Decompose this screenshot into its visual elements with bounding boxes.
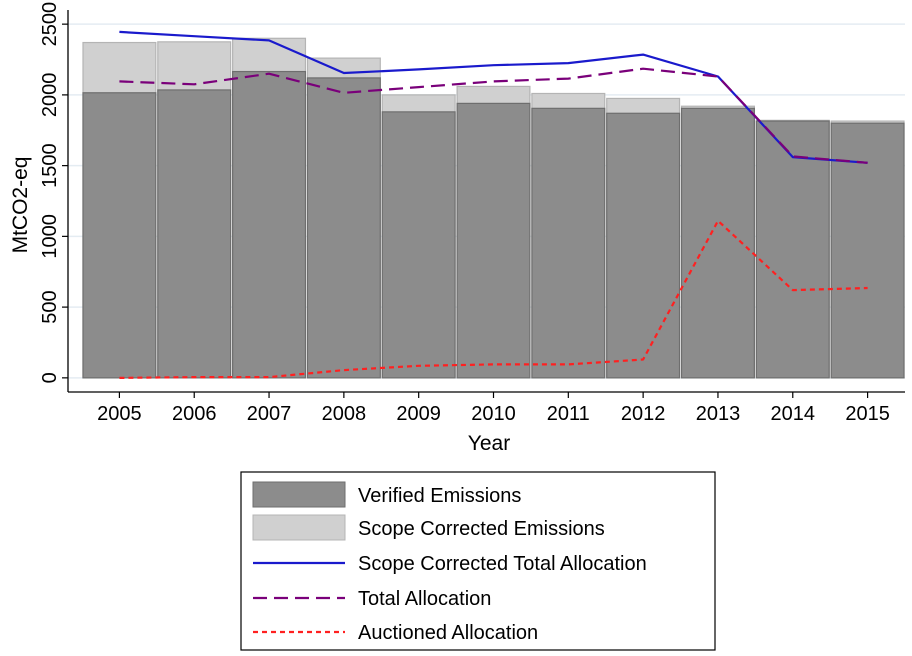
x-tick-label: 2005	[97, 403, 142, 425]
x-tick-label: 2014	[771, 403, 816, 425]
y-axis-title: MtCO2-eq	[9, 157, 32, 254]
x-tick-label: 2007	[247, 403, 292, 425]
legend-label-auctioned-allocation: Auctioned Allocation	[358, 622, 538, 644]
y-tick-label: 0	[39, 372, 61, 383]
total-allocation-line	[119, 67, 868, 164]
y-tick-label: 500	[39, 290, 61, 323]
x-tick-label: 2013	[696, 403, 741, 425]
y-tick-label: 1500	[39, 143, 61, 188]
verified-emissions-bar-2008	[306, 77, 381, 379]
x-tick-label: 2015	[845, 403, 890, 425]
legend: Verified Emissions Scope Corrected Emissi…	[240, 471, 716, 651]
x-tick-label: 2009	[396, 403, 441, 425]
verified-emissions-bar-2011	[531, 107, 606, 379]
legend-label-scope-corrected-total-allocation: Scope Corrected Total Allocation	[358, 553, 647, 575]
verified-emissions-bar-2006	[157, 89, 232, 379]
x-tick-label: 2012	[621, 403, 666, 425]
verified-emissions-bar-2009	[381, 111, 456, 379]
verified-emissions-bar-2007	[232, 70, 307, 379]
y-tick-label: 2000	[39, 73, 61, 118]
verified-emissions-bar-2015	[830, 122, 905, 379]
legend-swatch-scope-corrected-emissions	[252, 514, 346, 541]
legend-swatch-verified-emissions	[252, 481, 346, 508]
legend-label-scope-corrected-emissions: Scope Corrected Emissions	[358, 518, 605, 540]
verified-emissions-bars	[82, 70, 905, 379]
axes: 0 500 1000 1500 2000 2500 2005 2006 2007 2008 2009…	[39, 2, 905, 425]
x-tick-label: 2008	[322, 403, 367, 425]
verified-emissions-bar-2010	[456, 102, 531, 379]
auctioned-allocation-line	[119, 219, 868, 379]
verified-emissions-bar-2014	[755, 120, 830, 379]
legend-label-total-allocation: Total Allocation	[358, 588, 491, 610]
verified-emissions-bar-2005	[82, 92, 157, 379]
legend-label-verified-emissions: Verified Emissions	[358, 485, 521, 507]
allocation-lines	[119, 30, 868, 379]
verified-emissions-bar-2012	[606, 112, 681, 379]
x-tick-label: 2006	[172, 403, 217, 425]
y-tick-label: 2500	[39, 2, 61, 47]
x-tick-label: 2010	[471, 403, 516, 425]
x-tick-label: 2011	[547, 403, 590, 425]
y-tick-label: 1000	[39, 214, 61, 258]
x-axis-title: Year	[468, 432, 510, 455]
